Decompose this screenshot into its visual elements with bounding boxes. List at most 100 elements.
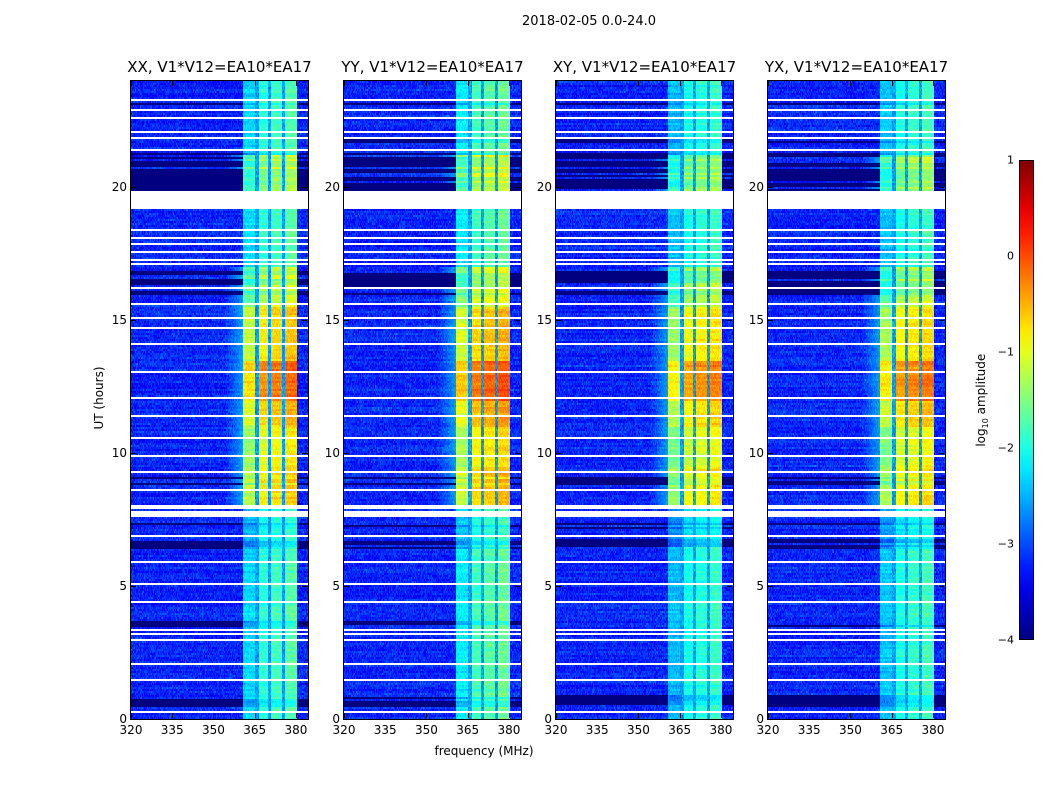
- y-tick-mark: [939, 719, 944, 720]
- x-tick-mark: [213, 713, 215, 718]
- y-tick-mark: [939, 453, 944, 455]
- x-tick-mark: [344, 81, 345, 86]
- x-axis-label: frequency (MHz): [434, 744, 534, 758]
- y-tick-mark: [344, 320, 349, 322]
- x-tick-label: 320: [544, 723, 568, 737]
- x-tick-label: 335: [585, 723, 609, 737]
- x-tick-mark: [932, 713, 934, 718]
- x-tick-mark: [850, 713, 852, 718]
- x-tick-label: 380: [497, 723, 521, 737]
- colorbar-tick-label: −1: [997, 345, 1014, 359]
- y-tick-mark: [768, 187, 773, 189]
- y-tick-label: 20: [536, 180, 552, 195]
- x-tick-mark: [850, 81, 852, 86]
- y-tick-mark: [302, 453, 307, 455]
- y-tick-mark: [556, 453, 561, 455]
- x-tick-mark: [508, 713, 510, 718]
- y-tick-label: 0: [119, 712, 127, 726]
- y-tick-label: 5: [756, 579, 764, 594]
- y-tick-label: 20: [111, 180, 127, 195]
- colorbar-tick-label: −4: [997, 633, 1014, 647]
- x-tick-mark: [295, 81, 297, 86]
- y-tick-mark: [556, 719, 561, 720]
- x-tick-mark: [556, 713, 557, 718]
- y-tick-label: 5: [119, 579, 127, 594]
- x-tick-mark: [891, 713, 893, 718]
- y-tick-label: 0: [332, 712, 340, 726]
- colorbar-label: log10 amplitude: [973, 353, 991, 447]
- y-tick-label: 10: [111, 446, 127, 461]
- x-tick-label: 350: [627, 723, 650, 737]
- y-tick-label: 15: [324, 313, 340, 328]
- x-tick-mark: [809, 81, 811, 86]
- y-tick-label: 5: [332, 579, 340, 594]
- colorbar-tick-label: 1: [1007, 153, 1014, 167]
- x-tick-mark: [768, 81, 769, 86]
- y-tick-label: 10: [324, 446, 340, 461]
- x-tick-mark: [295, 713, 297, 718]
- y-tick-mark: [939, 187, 944, 189]
- x-tick-mark: [426, 81, 428, 86]
- figure-title: 2018-02-05 0.0-24.0: [522, 14, 656, 29]
- panel-title: XX, V1*V12=EA10*EA17: [127, 58, 312, 76]
- x-tick-label: 335: [160, 723, 184, 737]
- heatmap-yx: [768, 81, 945, 719]
- x-tick-mark: [254, 713, 256, 718]
- x-tick-mark: [172, 81, 174, 86]
- y-tick-mark: [131, 320, 136, 322]
- x-tick-mark: [932, 81, 934, 86]
- y-tick-mark: [768, 453, 773, 455]
- x-tick-mark: [638, 713, 640, 718]
- y-tick-mark: [515, 719, 520, 720]
- x-tick-label: 320: [332, 723, 356, 737]
- x-tick-mark: [385, 81, 387, 86]
- y-tick-mark: [727, 586, 732, 588]
- x-tick-mark: [344, 713, 345, 718]
- y-tick-mark: [131, 586, 136, 588]
- y-tick-mark: [344, 719, 349, 720]
- y-tick-mark: [556, 586, 561, 588]
- x-tick-label: 380: [284, 723, 308, 737]
- x-tick-mark: [467, 81, 469, 86]
- x-tick-mark: [131, 713, 132, 718]
- y-tick-mark: [131, 187, 136, 189]
- x-tick-label: 350: [202, 723, 225, 737]
- x-tick-label: 335: [797, 723, 821, 737]
- panel-yx: YX, V1*V12=EA10*EA17 0 5 10 15 20 320 335 350 36…: [749, 58, 948, 737]
- y-tick-mark: [515, 586, 520, 588]
- y-tick-mark: [727, 453, 732, 455]
- y-tick-mark: [939, 320, 944, 322]
- y-tick-mark: [556, 320, 561, 322]
- x-tick-mark: [172, 713, 174, 718]
- y-tick-mark: [727, 187, 732, 189]
- y-tick-label: 15: [111, 313, 127, 328]
- x-tick-label: 365: [880, 723, 904, 737]
- y-tick-mark: [344, 586, 349, 588]
- x-tick-label: 380: [921, 723, 945, 737]
- panel-title: YY, V1*V12=EA10*EA17: [341, 58, 524, 76]
- x-tick-mark: [508, 81, 510, 86]
- y-tick-mark: [515, 187, 520, 189]
- x-tick-mark: [891, 81, 893, 86]
- colorbar-tick-label: −2: [997, 441, 1014, 455]
- y-tick-label: 0: [756, 712, 764, 726]
- panel-xx: XX, V1*V12=EA10*EA17 UT (hours) 0 5 10 15 20…: [92, 58, 312, 737]
- heatmap-xx: [131, 81, 308, 719]
- x-tick-mark: [679, 713, 681, 718]
- panel-xy: XY, V1*V12=EA10*EA17 0 5 10 15 20 320 335 350 36…: [537, 58, 736, 737]
- x-tick-label: 365: [243, 723, 267, 737]
- colorbar-tick-label: 0: [1007, 249, 1014, 263]
- x-tick-mark: [720, 81, 722, 86]
- y-tick-label: 20: [748, 180, 764, 195]
- y-tick-mark: [515, 453, 520, 455]
- y-tick-mark: [344, 187, 349, 189]
- x-tick-mark: [426, 713, 428, 718]
- y-tick-mark: [768, 320, 773, 322]
- y-tick-mark: [768, 719, 773, 720]
- y-tick-label: 10: [748, 446, 764, 461]
- x-tick-mark: [597, 81, 599, 86]
- y-tick-mark: [131, 453, 136, 455]
- x-tick-label: 380: [709, 723, 733, 737]
- x-tick-mark: [638, 81, 640, 86]
